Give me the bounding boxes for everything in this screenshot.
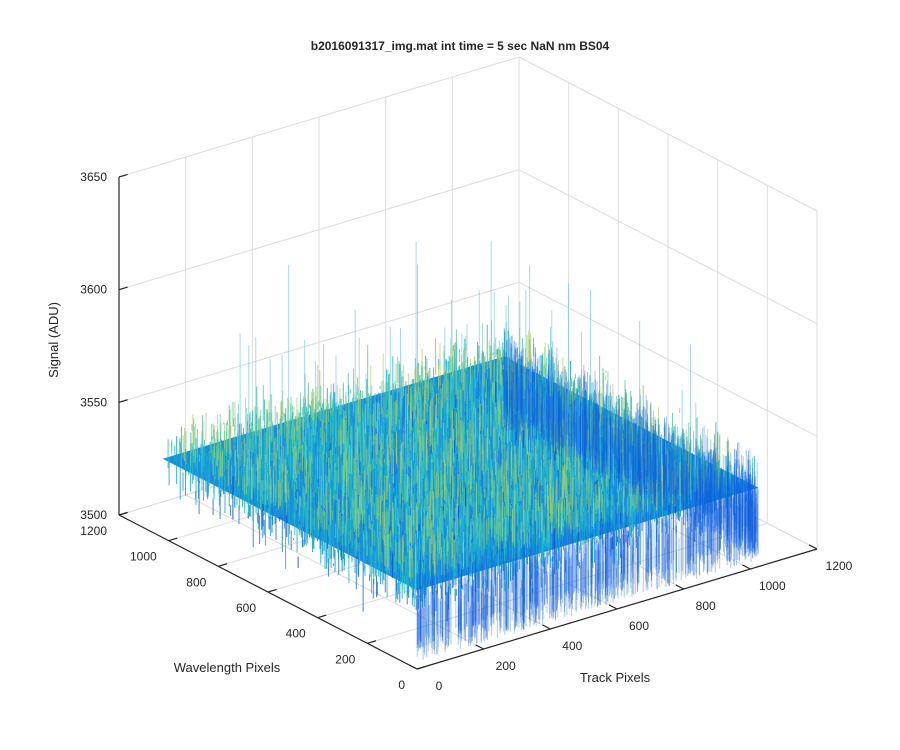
grid-line xyxy=(518,56,818,212)
grid-line xyxy=(118,281,520,403)
grid-line xyxy=(367,522,768,644)
surface-mesh xyxy=(162,240,759,660)
grid-line xyxy=(118,169,520,291)
grid-line xyxy=(118,56,520,178)
grid-line xyxy=(518,169,818,325)
